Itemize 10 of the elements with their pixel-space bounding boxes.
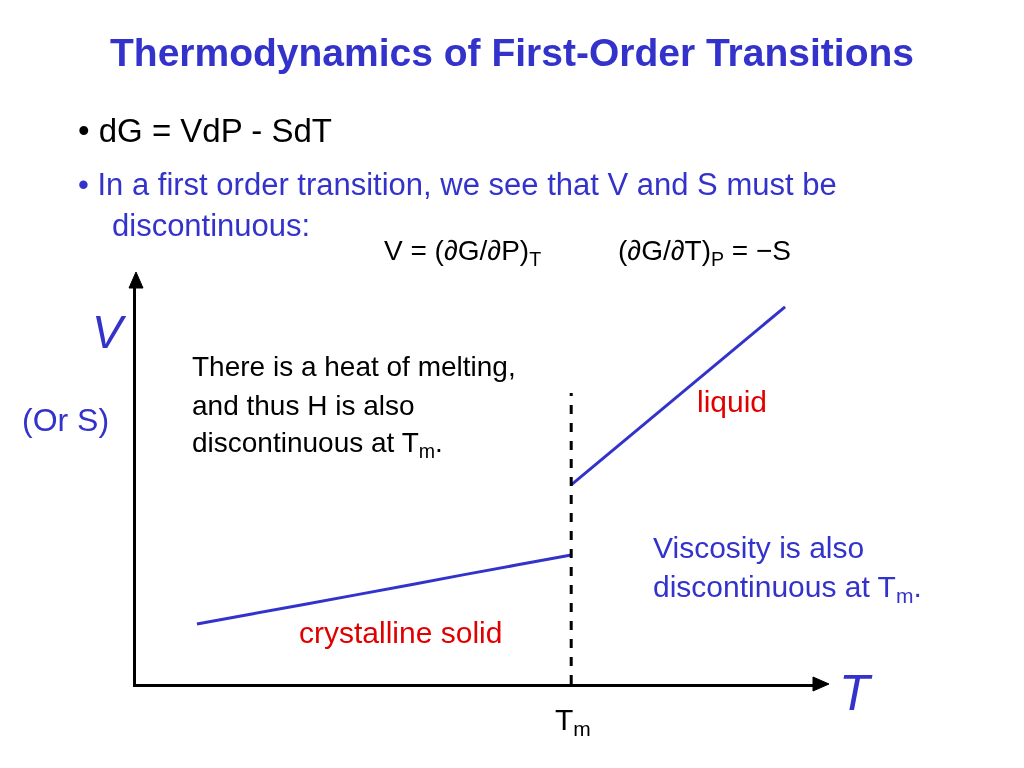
series-label: crystalline solid [299,616,503,649]
series-label: liquid [697,385,768,418]
chart-title: Thermodynamics of First-Order Transitions [110,30,914,74]
annotation: Viscosity is also discontinuous at T$_{m}$. [653,531,922,608]
text: (∂G/∂T)$_{P}$ = −S [618,235,791,270]
annotation: There is a heat of melting, and thus H is also discontinuous at T$_{m}$. [192,351,516,462]
y-axis-title: V (Or S) [22,306,127,438]
text: T$_{m}$ [555,703,591,741]
x-axis-title: T [839,665,873,721]
text: • dG = VdP - SdT [78,112,332,149]
